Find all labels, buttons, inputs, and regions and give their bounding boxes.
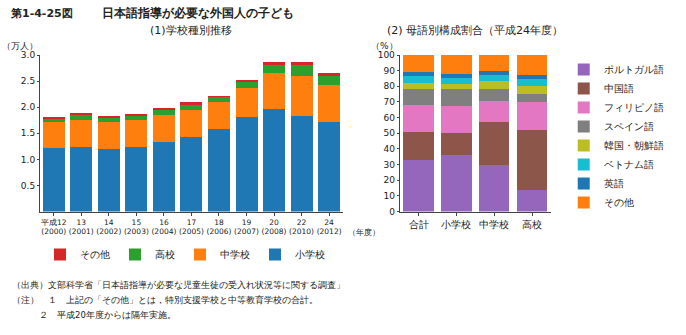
svg-text:16(2004): 16(2004) <box>151 218 176 237</box>
svg-text:60: 60 <box>383 113 395 123</box>
svg-text:18(2006): 18(2006) <box>206 218 231 237</box>
svg-text:その他: その他 <box>80 249 110 260</box>
svg-text:その他: その他 <box>604 197 634 208</box>
svg-text:高校: 高校 <box>155 249 175 260</box>
svg-text:（出典）文部科学省「日本語指導が必要な児童生徒の受入れ状況等: （出典）文部科学省「日本語指導が必要な児童生徒の受入れ状況等に関する調査」 <box>12 280 345 290</box>
svg-text:平成12(2000): 平成12(2000) <box>41 218 67 237</box>
svg-text:フィリピノ語: フィリピノ語 <box>604 102 664 113</box>
svg-text:中国語: 中国語 <box>604 83 634 94</box>
svg-text:22(2010): 22(2010) <box>289 218 314 237</box>
svg-text:70: 70 <box>383 97 395 107</box>
svg-text:2.5: 2.5 <box>21 76 35 86</box>
svg-text:スペイン語: スペイン語 <box>604 121 654 132</box>
svg-text:（万人）: （万人） <box>2 41 38 51</box>
svg-text:0.5: 0.5 <box>21 181 35 191</box>
svg-text:小学校: 小学校 <box>441 219 471 230</box>
svg-text:1.0: 1.0 <box>21 155 36 165</box>
svg-text:（%）: （%） <box>371 41 398 51</box>
svg-text:日本語指導が必要な外国人の子ども: 日本語指導が必要な外国人の子ども <box>102 6 294 20</box>
svg-text:50: 50 <box>383 128 395 138</box>
svg-text:10: 10 <box>383 191 395 201</box>
svg-text:1.5: 1.5 <box>21 128 35 138</box>
svg-text:13(2001): 13(2001) <box>69 218 94 237</box>
svg-text:3.0: 3.0 <box>21 50 36 60</box>
svg-text:24(2012): 24(2012) <box>317 218 342 237</box>
svg-text:韓国・朝鮮語: 韓国・朝鮮語 <box>604 140 664 151</box>
svg-text:15(2003): 15(2003) <box>124 218 149 237</box>
svg-text:2.0: 2.0 <box>21 102 36 112</box>
svg-text:90: 90 <box>383 66 395 76</box>
svg-text:(1)学校種別推移: (1)学校種別推移 <box>150 24 232 37</box>
svg-text:合計: 合計 <box>409 219 429 230</box>
svg-text:（年度）: （年度） <box>348 228 380 237</box>
svg-text:ベトナム語: ベトナム語 <box>604 159 654 170</box>
svg-text:40: 40 <box>383 144 395 154</box>
svg-text:(2) 母語別構成割合（平成24年度）: (2) 母語別構成割合（平成24年度） <box>387 24 563 37</box>
svg-text:ポルトガル語: ポルトガル語 <box>604 64 664 75</box>
svg-text:中学校: 中学校 <box>220 249 250 260</box>
svg-text:（注） １ 上記の「その他」とは，特別支援学校と中等教育学校: （注） １ 上記の「その他」とは，特別支援学校と中等教育学校の合計。 <box>12 295 318 305</box>
svg-text:19(2007): 19(2007) <box>234 218 259 237</box>
svg-text:14(2002): 14(2002) <box>96 218 121 237</box>
svg-text:20: 20 <box>383 175 395 185</box>
svg-text:0: 0 <box>389 207 395 217</box>
svg-text:第1-4-25図: 第1-4-25図 <box>10 7 73 20</box>
svg-text:小学校: 小学校 <box>295 249 325 260</box>
svg-text:100: 100 <box>378 50 395 60</box>
svg-text:30: 30 <box>383 160 395 170</box>
svg-text:英語: 英語 <box>604 178 624 189</box>
svg-text:高校: 高校 <box>522 219 542 230</box>
svg-text:17(2005): 17(2005) <box>179 218 204 237</box>
svg-text:中学校: 中学校 <box>479 219 509 230</box>
svg-text:20(2008): 20(2008) <box>262 218 287 237</box>
svg-text:80: 80 <box>383 81 395 91</box>
svg-text:２ 平成20年度からは隔年実施。: ２ 平成20年度からは隔年実施。 <box>12 310 176 320</box>
